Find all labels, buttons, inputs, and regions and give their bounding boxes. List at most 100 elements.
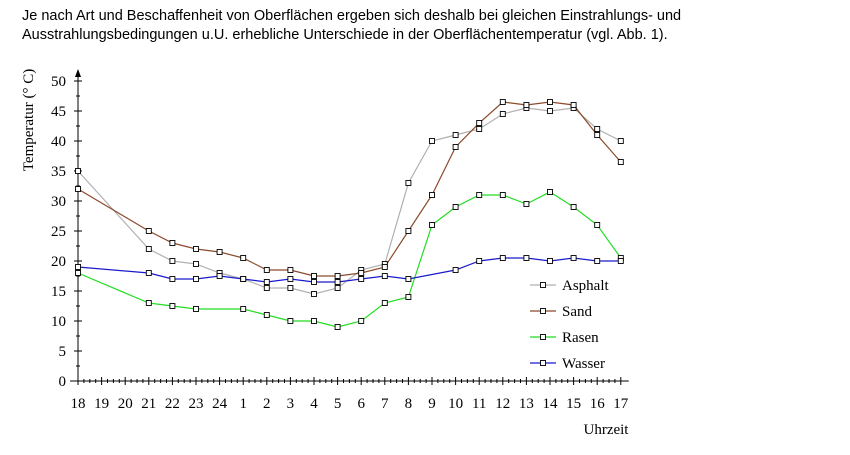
data-point-rasen <box>476 192 483 198</box>
data-point-sand <box>570 102 577 108</box>
data-point-sand <box>381 264 388 270</box>
data-point-asphalt <box>263 285 270 291</box>
data-point-sand <box>617 159 624 165</box>
legend-label-asphalt: Asphalt <box>562 278 609 294</box>
data-point-wasser <box>617 258 624 264</box>
data-point-rasen <box>570 204 577 210</box>
x-tick-label: 9 <box>428 396 436 412</box>
data-point-rasen <box>405 294 412 300</box>
data-point-sand <box>547 99 553 105</box>
data-point-asphalt <box>311 291 317 297</box>
data-point-wasser <box>570 255 577 261</box>
data-point-sand <box>145 228 152 234</box>
data-point-rasen <box>334 324 341 330</box>
data-point-wasser <box>547 258 553 264</box>
data-point-asphalt <box>287 285 294 291</box>
data-point-rasen <box>499 192 506 198</box>
data-point-wasser <box>499 255 506 261</box>
data-point-sand <box>240 255 247 261</box>
series-line-sand <box>77 101 622 277</box>
data-point-asphalt <box>476 126 483 132</box>
x-tick-label: 11 <box>472 396 486 412</box>
y-axis-arrow <box>75 69 81 77</box>
data-point-sand <box>523 102 530 108</box>
data-point-rasen <box>240 306 247 312</box>
x-tick-label: 4 <box>310 396 318 412</box>
data-point-wasser <box>334 279 341 285</box>
y-tick-label: 25 <box>51 224 66 240</box>
x-tick-label: 17 <box>613 396 629 412</box>
data-point-rasen <box>193 306 199 312</box>
y-tick-label: 0 <box>59 374 67 390</box>
y-tick-label: 10 <box>51 314 66 330</box>
data-point-rasen <box>452 204 459 210</box>
x-tick-label: 24 <box>212 396 228 412</box>
y-tick-label: 40 <box>51 134 66 150</box>
data-point-rasen <box>547 189 553 195</box>
data-point-wasser <box>263 279 270 285</box>
data-point-sand <box>311 273 317 279</box>
intro-line-1: Je nach Art und Beschaffenheit von Oberf… <box>22 8 682 24</box>
data-point-sand <box>193 246 199 252</box>
data-point-rasen <box>358 318 365 324</box>
data-point-sand <box>358 270 365 276</box>
intro-line-2: Ausstrahlungsbedingungen u.U. erhebliche… <box>22 27 668 43</box>
data-point-wasser <box>358 276 365 282</box>
data-point-rasen <box>311 318 317 324</box>
y-tick-label: 15 <box>51 284 66 300</box>
chart-legend: Asphalt Sand Rasen Wasser <box>530 278 609 372</box>
data-point-rasen <box>287 318 294 324</box>
data-point-wasser <box>523 255 530 261</box>
y-tick-label: 30 <box>51 194 66 210</box>
x-tick-label: 6 <box>357 396 365 412</box>
x-tick-label: 12 <box>495 396 510 412</box>
data-point-asphalt <box>499 111 506 117</box>
x-tick-label: 21 <box>141 396 156 412</box>
data-point-sand <box>476 120 483 126</box>
data-point-sand <box>452 144 459 150</box>
data-point-wasser <box>405 276 412 282</box>
data-point-asphalt <box>193 261 199 267</box>
data-point-asphalt <box>452 132 459 138</box>
y-tick-label: 5 <box>59 344 67 360</box>
data-point-sand <box>499 99 506 105</box>
data-point-rasen <box>594 222 601 228</box>
data-point-wasser <box>311 279 317 285</box>
data-point-wasser <box>594 258 601 264</box>
data-point-wasser <box>452 267 459 273</box>
y-axis-label: Temperatur (° C) <box>21 69 37 171</box>
legend-label-rasen: Rasen <box>562 330 599 346</box>
legend-marker-asphalt <box>540 282 546 288</box>
data-point-sand <box>429 192 435 198</box>
data-point-asphalt <box>75 168 81 174</box>
x-axis-label: Uhrzeit <box>584 422 630 438</box>
x-tick-label: 2 <box>263 396 271 412</box>
data-point-sand <box>594 132 601 138</box>
data-point-asphalt <box>169 258 176 264</box>
data-point-asphalt <box>145 246 152 252</box>
data-point-sand <box>216 249 223 255</box>
data-point-wasser <box>476 258 483 264</box>
x-tick-label: 10 <box>448 396 463 412</box>
x-tick-label: 5 <box>334 396 342 412</box>
data-point-asphalt <box>617 138 624 144</box>
x-tick-label: 22 <box>165 396 180 412</box>
data-point-wasser <box>145 270 152 276</box>
data-point-sand <box>287 267 294 273</box>
data-point-wasser <box>193 276 199 282</box>
x-tick-label: 16 <box>590 396 606 412</box>
x-tick-label: 20 <box>118 396 133 412</box>
legend-label-sand: Sand <box>562 304 593 320</box>
data-point-sand <box>334 273 341 279</box>
data-point-rasen <box>523 201 530 207</box>
data-point-asphalt <box>547 108 553 114</box>
data-point-wasser <box>287 276 294 282</box>
x-tick-label: 23 <box>189 396 204 412</box>
data-point-rasen <box>263 312 270 318</box>
x-tick-label: 14 <box>543 396 559 412</box>
x-tick-label: 13 <box>519 396 534 412</box>
chart-series-points <box>75 99 624 330</box>
x-tick-label: 19 <box>94 396 109 412</box>
